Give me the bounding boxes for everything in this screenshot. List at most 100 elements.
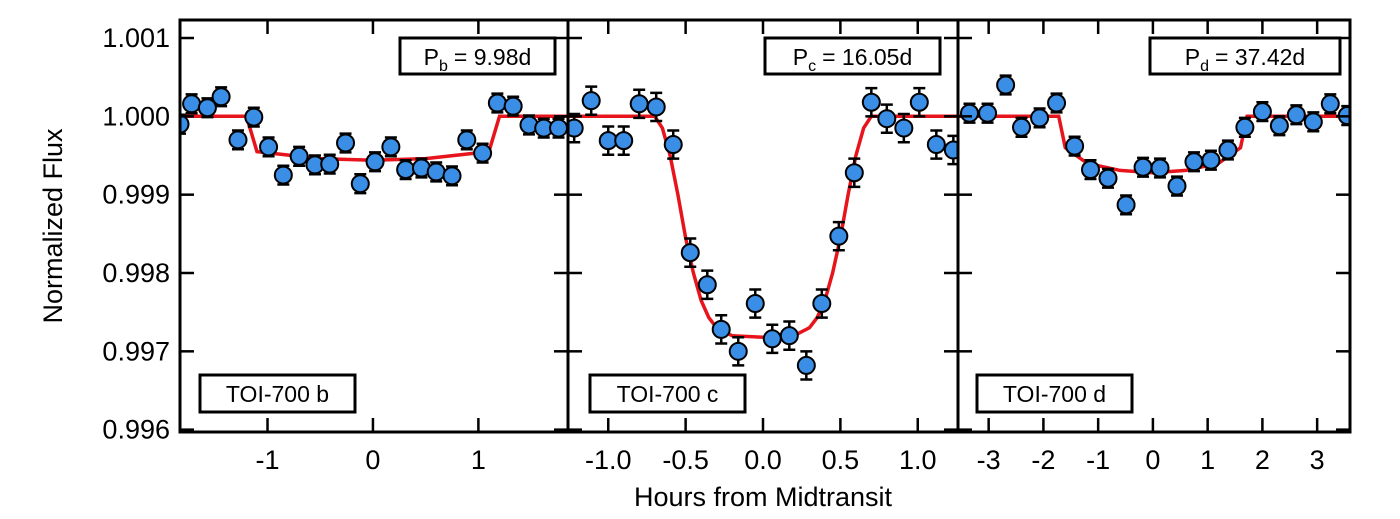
y-tick-label: 1.000 bbox=[102, 101, 170, 131]
data-point bbox=[1167, 176, 1187, 196]
data-point bbox=[336, 133, 356, 153]
data-point bbox=[365, 152, 385, 172]
period-value: = 16.05d bbox=[822, 44, 912, 70]
data-point bbox=[1030, 108, 1050, 128]
data-point bbox=[1286, 105, 1306, 125]
data-point bbox=[762, 329, 782, 349]
data-point bbox=[442, 166, 462, 186]
period-symbol: P bbox=[424, 44, 439, 70]
data-point bbox=[381, 137, 401, 157]
data-point bbox=[1065, 136, 1085, 156]
data-point bbox=[1303, 112, 1323, 132]
data-point bbox=[473, 143, 493, 163]
panel bbox=[568, 85, 958, 381]
data-point bbox=[926, 135, 946, 155]
y-tick-label: 1.001 bbox=[102, 23, 170, 53]
data-point bbox=[829, 226, 849, 246]
data-point bbox=[779, 326, 799, 346]
data-point bbox=[1080, 160, 1100, 180]
x-tick-label: 1 bbox=[1200, 445, 1215, 475]
x-tick-label: -0.5 bbox=[662, 445, 709, 475]
planet-box bbox=[975, 373, 1134, 414]
data-point bbox=[1150, 158, 1170, 178]
x-tick-label: 1 bbox=[471, 445, 486, 475]
data-point bbox=[581, 91, 601, 111]
data-point bbox=[1098, 168, 1118, 188]
data-point bbox=[180, 114, 190, 134]
data-point bbox=[711, 319, 731, 339]
period-subscript: d bbox=[1200, 58, 1209, 75]
period-value: = 9.98d bbox=[454, 44, 531, 70]
y-tick-label: 0.997 bbox=[102, 336, 170, 366]
data-point bbox=[350, 174, 370, 194]
period-box bbox=[1148, 36, 1342, 76]
data-point bbox=[273, 165, 293, 185]
data-point bbox=[1201, 150, 1221, 170]
period-box bbox=[763, 36, 942, 76]
planet-label: TOI-700 c bbox=[617, 381, 719, 407]
data-point bbox=[211, 87, 231, 107]
data-point bbox=[457, 130, 477, 150]
period-label: Pb = 9.98d bbox=[424, 44, 532, 75]
x-tick-label: -1 bbox=[1086, 445, 1110, 475]
data-point bbox=[1012, 117, 1032, 137]
x-tick-label: -3 bbox=[977, 445, 1001, 475]
data-point bbox=[978, 103, 998, 123]
data-point bbox=[959, 103, 979, 123]
data-point bbox=[894, 118, 914, 138]
plot-frame bbox=[956, 18, 1352, 434]
data-point bbox=[1235, 117, 1255, 137]
period-subscript: b bbox=[439, 58, 448, 75]
period-value: = 37.42d bbox=[1215, 44, 1305, 70]
data-point bbox=[614, 131, 634, 151]
planet-label: TOI-700 b bbox=[226, 381, 329, 407]
data-point bbox=[1184, 152, 1204, 172]
data-point bbox=[426, 162, 446, 182]
data-point bbox=[796, 355, 816, 375]
plot-frame bbox=[178, 18, 570, 434]
data-point bbox=[812, 294, 832, 314]
data-point bbox=[943, 140, 958, 160]
data-point bbox=[598, 131, 618, 151]
data-point bbox=[1047, 93, 1067, 113]
data-point bbox=[289, 146, 309, 166]
data-point bbox=[1252, 102, 1272, 122]
data-point bbox=[844, 163, 864, 183]
planet-label: TOI-700 d bbox=[1003, 381, 1106, 407]
data-point bbox=[487, 93, 507, 113]
period-symbol: P bbox=[1185, 44, 1200, 70]
x-tick-label: -1.0 bbox=[585, 445, 632, 475]
x-axis-title: Hours from Midtransit bbox=[634, 482, 893, 512]
error-bar bbox=[180, 113, 186, 135]
data-point bbox=[646, 97, 666, 117]
data-point bbox=[396, 160, 416, 180]
data-point bbox=[182, 94, 202, 114]
planet-box bbox=[198, 373, 357, 414]
data-point bbox=[861, 92, 881, 112]
data-point bbox=[909, 92, 929, 112]
data-point bbox=[197, 98, 217, 118]
period-label: Pd = 37.42d bbox=[1185, 44, 1305, 75]
period-symbol: P bbox=[793, 44, 808, 70]
data-point bbox=[228, 130, 248, 150]
x-tick-label: 0.5 bbox=[822, 445, 860, 475]
data-point bbox=[1269, 116, 1289, 136]
data-point bbox=[320, 154, 340, 174]
data-point bbox=[244, 107, 264, 127]
data-point bbox=[697, 275, 717, 295]
y-tick-label: 0.996 bbox=[102, 415, 170, 445]
period-label: Pc = 16.05d bbox=[793, 44, 913, 75]
x-tick-label: 1.0 bbox=[899, 445, 937, 475]
plot-frame bbox=[566, 18, 960, 434]
data-point bbox=[728, 341, 748, 361]
data-point bbox=[877, 109, 897, 129]
data-point bbox=[680, 243, 700, 263]
x-tick-label: 3 bbox=[1310, 445, 1325, 475]
y-axis-title: Normalized Flux bbox=[38, 128, 68, 324]
data-point bbox=[629, 94, 649, 114]
data-point bbox=[568, 118, 584, 138]
data-point bbox=[1320, 94, 1340, 114]
x-tick-label: 2 bbox=[1255, 445, 1270, 475]
data-point bbox=[745, 294, 765, 314]
